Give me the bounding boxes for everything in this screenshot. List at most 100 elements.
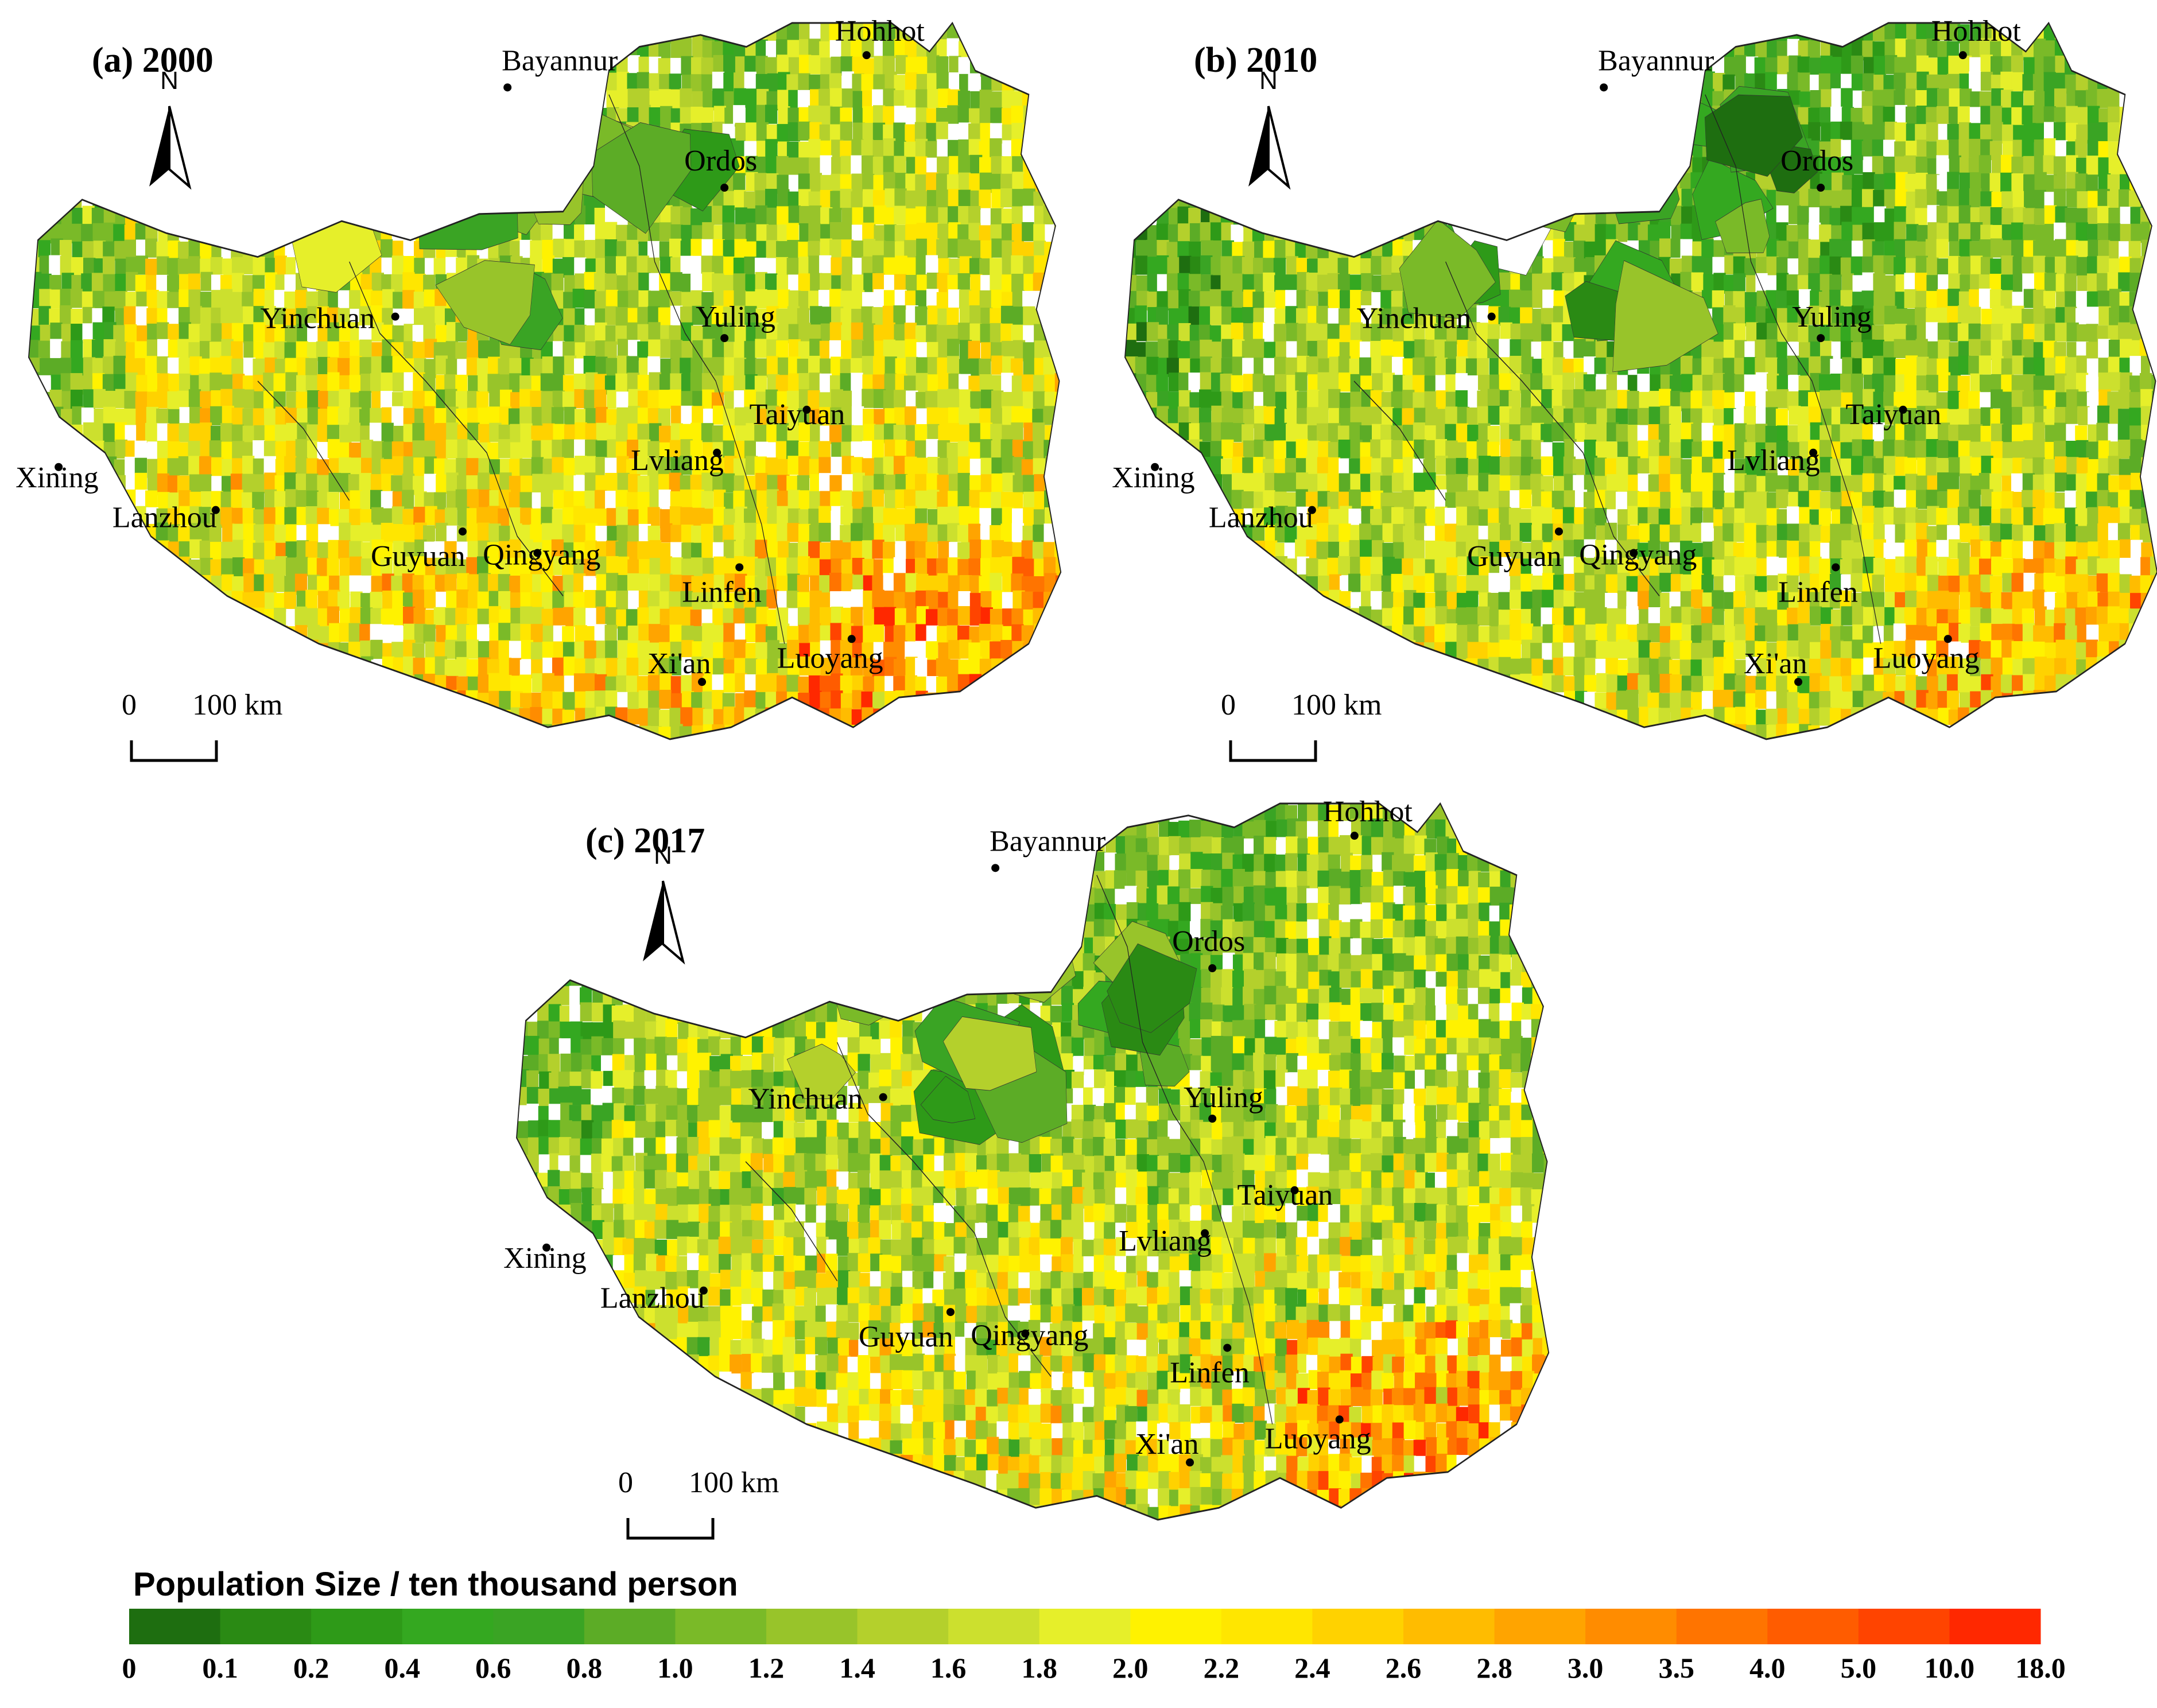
county-cell: [841, 474, 855, 494]
county-cell: [627, 541, 639, 561]
county-cell: [38, 692, 52, 712]
county-cell: [1012, 290, 1025, 310]
county-cell: [863, 409, 875, 428]
county-cell: [231, 640, 244, 660]
county-cell: [628, 590, 641, 610]
county-cell: [915, 290, 928, 309]
county-cell: [104, 607, 117, 627]
county-cell: [562, 391, 575, 411]
county-cell: [103, 406, 116, 426]
county-cell: [799, 205, 812, 226]
county-cell: [1065, 372, 1077, 391]
county-cell: [1053, 174, 1061, 194]
county-cell: [872, 190, 886, 209]
county-cell: [521, 188, 533, 208]
county-cell: [1001, 208, 1014, 228]
county-cell: [765, 743, 777, 762]
county-cell: [1043, 357, 1056, 376]
county-cell: [199, 223, 211, 242]
county-cell: [553, 341, 565, 360]
county-cell: [808, 105, 821, 125]
county-cell: [467, 340, 479, 359]
county-cell: [585, 341, 598, 360]
county-cell: [563, 457, 576, 478]
county-cell: [467, 422, 480, 442]
county-cell: [583, 742, 595, 761]
county-cell: [157, 339, 170, 359]
county-cell: [530, 725, 543, 739]
county-cell: [1787, 72, 1799, 91]
county-cell: [1012, 557, 1025, 576]
county-cell: [744, 406, 756, 426]
county-cell: [39, 91, 52, 111]
county-cell: [381, 459, 393, 479]
county-cell: [765, 156, 778, 175]
county-cell: [520, 138, 533, 158]
county-cell: [445, 40, 457, 60]
county-cell: [1157, 122, 1170, 142]
county-cell: [70, 23, 83, 42]
county-cell: [371, 441, 384, 460]
county-cell: [959, 122, 971, 142]
county-cell: [541, 608, 554, 628]
county-cell: [29, 540, 41, 560]
county-cell: [286, 422, 298, 442]
county-cell: [777, 189, 790, 208]
county-cell: [317, 658, 330, 677]
county-cell: [604, 375, 618, 395]
county-cell: [509, 557, 522, 577]
county-cell: [755, 674, 768, 694]
county-cell: [765, 139, 778, 158]
county-cell: [1066, 141, 1078, 160]
county-cell: [1423, 71, 1436, 91]
county-cell: [755, 723, 769, 739]
county-cell: [285, 257, 298, 277]
county-cell: [115, 658, 127, 678]
county-cell: [937, 357, 949, 377]
county-cell: [72, 105, 85, 125]
county-cell: [798, 490, 811, 510]
county-cell: [1340, 71, 1352, 91]
county-cell: [1445, 72, 1457, 92]
county-cell: [434, 23, 447, 42]
county-cell: [487, 725, 500, 739]
county-cell: [894, 407, 907, 427]
county-cell: [904, 323, 917, 342]
county-cell: [648, 24, 661, 43]
county-cell: [371, 707, 384, 727]
county-cell: [317, 591, 331, 610]
county-cell: [403, 107, 416, 127]
county-cell: [252, 624, 265, 644]
county-cell: [49, 275, 62, 294]
county-cell: [990, 557, 1003, 577]
county-cell: [712, 743, 724, 762]
county-cell: [2000, 71, 2013, 91]
county-cell: [146, 592, 159, 611]
county-cell: [71, 324, 83, 343]
county-cell: [177, 390, 190, 410]
county-cell: [156, 241, 169, 261]
county-cell: [670, 206, 683, 226]
county-cell: [466, 523, 479, 543]
county-cell: [435, 355, 448, 375]
county-cell: [531, 190, 544, 209]
county-cell: [339, 175, 351, 195]
county-cell: [1054, 223, 1061, 243]
county-cell: [574, 358, 587, 378]
county-cell: [1530, 91, 1543, 110]
county-cell: [627, 55, 640, 75]
county-cell: [658, 473, 671, 494]
county-cell: [274, 223, 286, 242]
county-cell: [222, 258, 234, 278]
county-cell: [831, 56, 843, 76]
county-cell: [360, 491, 373, 510]
county-cell: [115, 258, 127, 278]
county-cell: [519, 492, 532, 511]
county-cell: [874, 340, 886, 360]
county-cell: [969, 539, 982, 559]
county-cell: [862, 742, 874, 761]
county-cell: [1001, 223, 1014, 243]
county-cell: [798, 341, 811, 360]
county-cell: [959, 506, 971, 526]
county-cell: [178, 623, 191, 643]
